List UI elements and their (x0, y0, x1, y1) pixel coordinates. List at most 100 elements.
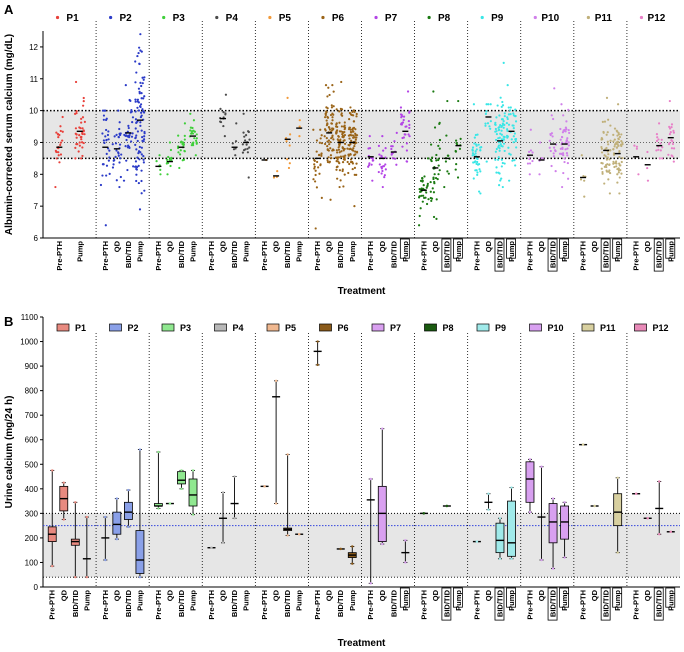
data-point (335, 149, 338, 152)
patient-label: P2 (120, 13, 133, 24)
treatment-label: QD (59, 589, 68, 601)
data-point (605, 96, 609, 99)
data-point (346, 160, 349, 164)
data-point (565, 128, 568, 131)
treatment-label: Pump (75, 241, 84, 262)
data-point (561, 185, 564, 189)
data-point (501, 145, 504, 148)
treatment-label-box (399, 238, 410, 259)
data-point (646, 179, 650, 182)
data-point (617, 167, 620, 170)
data-point (312, 178, 315, 181)
normal-range-band-b (43, 513, 680, 578)
data-point (506, 135, 509, 138)
data-point (422, 194, 425, 197)
data-point (136, 54, 139, 58)
data-point (104, 135, 107, 138)
data-point (59, 143, 62, 147)
data-point (672, 131, 675, 134)
treatment-label: Pump (189, 590, 198, 611)
data-point (655, 149, 658, 152)
treatment-label-box (665, 587, 676, 608)
data-point (616, 134, 619, 137)
data-point (618, 162, 621, 165)
data-point (430, 143, 433, 146)
data-point (75, 143, 78, 146)
data-point (158, 154, 161, 157)
data-point (169, 148, 173, 152)
box (112, 511, 122, 535)
treatment-label: QD (643, 240, 652, 252)
data-point (140, 84, 143, 88)
data-point (382, 165, 386, 168)
data-point (447, 154, 450, 157)
data-point (342, 158, 345, 161)
data-point (472, 177, 475, 180)
data-point (405, 149, 408, 152)
treatment-label: Pump (401, 590, 410, 611)
data-point (169, 164, 172, 168)
data-point (600, 145, 603, 149)
data-point (134, 136, 137, 139)
treatment-label: Pump (242, 590, 251, 611)
y-tick-label: 600 (25, 436, 39, 445)
data-point (562, 154, 565, 157)
data-point (616, 551, 619, 554)
data-point (548, 139, 551, 142)
data-point (234, 154, 237, 157)
data-point (528, 162, 532, 165)
data-point (369, 477, 372, 481)
treatment-label: Pump (507, 241, 516, 262)
data-point (134, 81, 137, 84)
treatment-label: Pump (613, 241, 622, 262)
data-point (117, 109, 120, 112)
data-point (552, 146, 556, 149)
data-point (615, 141, 619, 144)
data-point (82, 96, 85, 100)
treatment-label: Pre-PTH (579, 241, 588, 271)
data-point (564, 148, 567, 151)
data-point (476, 133, 479, 136)
data-point (191, 142, 194, 145)
data-point (559, 138, 562, 141)
treatment-label: BID/TID (230, 240, 239, 268)
data-point (139, 124, 142, 127)
data-point (343, 133, 347, 137)
data-point (113, 135, 116, 138)
data-point (331, 127, 334, 130)
data-point (247, 130, 250, 133)
data-point (425, 191, 428, 194)
data-point (336, 125, 339, 128)
data-point (497, 156, 500, 159)
data-point (350, 134, 354, 137)
plot-area-b: Pre-PTH QD BID/TID Pump Pre-PTH QD BID/TID Pump… (43, 333, 680, 621)
data-point (618, 176, 621, 179)
data-point (327, 149, 330, 152)
patient-label: P8 (438, 13, 451, 24)
data-point (189, 129, 192, 132)
data-point (567, 129, 570, 132)
data-point (83, 120, 86, 123)
data-point (565, 139, 568, 142)
data-point (104, 118, 108, 122)
treatment-label: Pump (666, 241, 675, 262)
data-point (429, 190, 432, 193)
data-point (579, 178, 583, 181)
data-point (137, 51, 140, 55)
data-point (500, 129, 503, 132)
data-point (129, 99, 132, 102)
data-point (313, 167, 316, 170)
data-point (459, 137, 462, 140)
data-point (119, 157, 122, 160)
data-point (138, 448, 142, 451)
data-point (432, 215, 436, 219)
data-point (426, 184, 429, 187)
data-point (134, 110, 137, 113)
data-point (661, 157, 664, 160)
treatment-label-box (547, 587, 558, 621)
data-point (117, 154, 120, 157)
treatment-label: Pre-PTH (48, 590, 57, 620)
data-point (349, 153, 352, 156)
data-point (326, 95, 329, 98)
treatment-label: Pre-PTH (55, 241, 64, 271)
